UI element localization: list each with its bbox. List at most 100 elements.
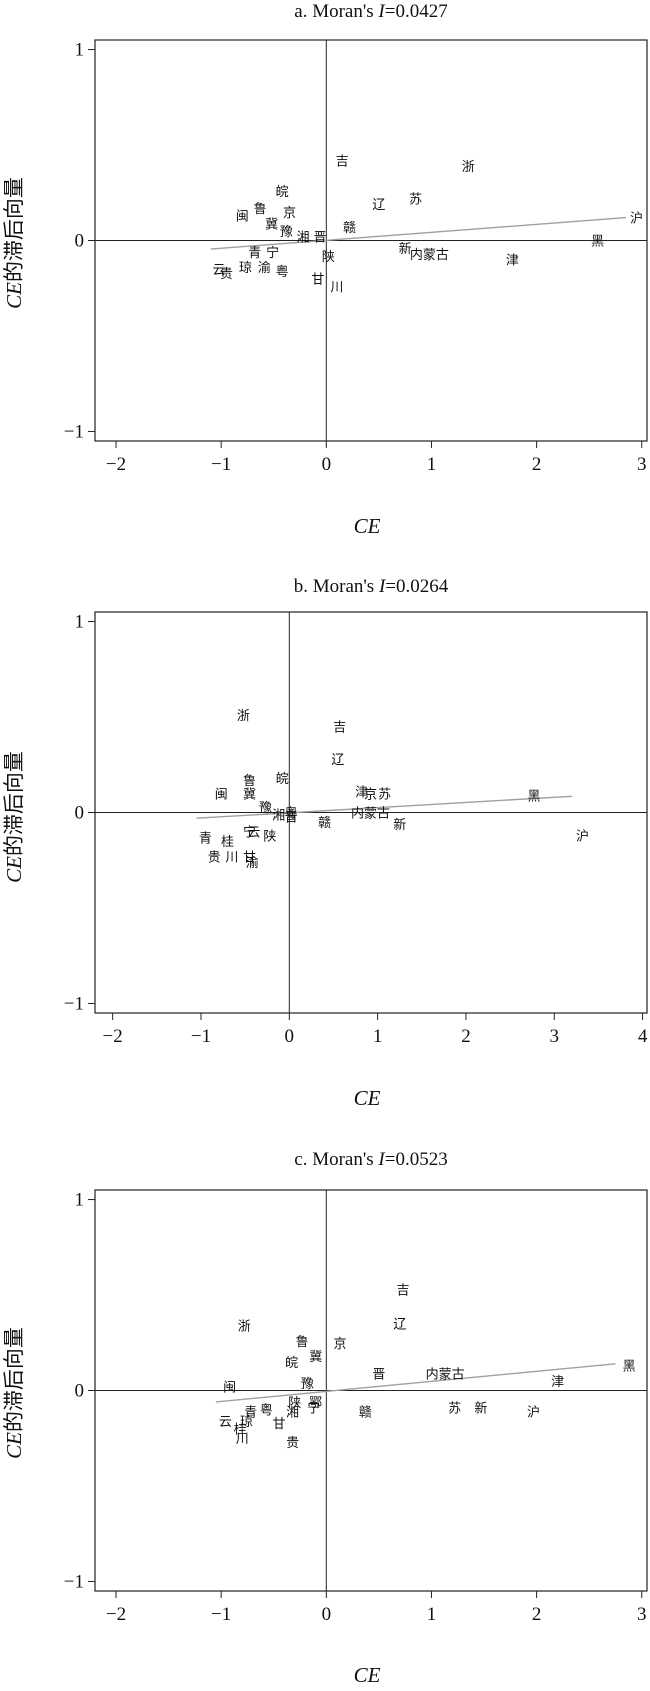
y-tick-label: 0	[75, 803, 85, 824]
point-label: 云	[247, 826, 260, 841]
chart-title-statistic: I	[378, 576, 387, 597]
point-label: 晋	[372, 1367, 385, 1382]
point-label: 赣	[359, 1406, 372, 1421]
point-label: 云	[213, 263, 226, 278]
x-tick-label: 3	[637, 454, 647, 475]
chart-title-prefix: c. Moran's	[294, 1149, 378, 1170]
point-label: 皖	[285, 1356, 298, 1371]
point-label: 鲁	[254, 202, 267, 217]
y-tick-label: −1	[64, 993, 84, 1014]
regression-line	[210, 216, 627, 250]
chart-panel-2: b. Moran's I=0.0264−2 −1 0 1 2 3 4−101CECE的滞后向…	[2, 576, 648, 1110]
point-label: 川	[330, 280, 343, 295]
point-label: 辽	[331, 753, 344, 768]
point-label: 渝	[258, 260, 271, 276]
point-label: 苏	[409, 191, 422, 207]
point-label: 皖	[276, 772, 289, 787]
y-axis-title-text: 的滞后向量	[2, 1327, 26, 1432]
point-label: 鄂	[309, 1396, 322, 1411]
point-label: 湘	[286, 1406, 299, 1421]
chart-title: a. Moran's I=0.0427	[294, 1, 447, 22]
point-label: 宁	[243, 825, 256, 841]
point-label: 鲁	[243, 774, 256, 789]
x-axis-title: CE	[354, 514, 381, 538]
point-label: 新	[474, 1401, 487, 1417]
x-tick-label: 2	[461, 1026, 471, 1047]
point-label: 京	[364, 787, 377, 802]
point-label: 青	[199, 831, 212, 846]
point-label: 甘	[243, 850, 256, 865]
x-tick-label: 0	[322, 454, 332, 475]
x-tick-label: −2	[103, 1026, 123, 1047]
x-tick-label: 4	[638, 1026, 648, 1047]
point-label: 琼	[240, 1415, 253, 1430]
point-label: 冀	[309, 1349, 322, 1365]
y-axis-title-variable: CE	[2, 856, 26, 883]
point-label: 吉	[397, 1283, 410, 1298]
point-label: 新	[393, 817, 406, 833]
point-label: 青	[248, 246, 261, 261]
point-label: 浙	[462, 160, 475, 175]
x-tick-label: −2	[106, 1604, 126, 1625]
x-tick-label: 0	[285, 1026, 295, 1047]
point-label: 苏	[378, 786, 391, 802]
point-label: 豫	[259, 801, 272, 816]
chart-title-value: =0.0427	[385, 1, 448, 22]
point-label: 云	[219, 1415, 232, 1430]
point-label: 冀	[243, 786, 256, 802]
point-label: 湘	[272, 808, 285, 823]
point-label: 粤	[276, 264, 289, 280]
point-label: 贵	[208, 850, 221, 865]
regression-line	[215, 1363, 616, 1403]
point-label: 湘	[297, 231, 310, 246]
point-label: 陕	[322, 250, 335, 265]
point-label: 皖	[276, 185, 289, 200]
point-label: 贵	[220, 267, 233, 282]
x-tick-label: 1	[427, 1604, 437, 1625]
point-label: 琼	[239, 261, 252, 276]
point-label: 冀	[265, 216, 278, 232]
y-axis-title: CE的滞后向量	[2, 177, 26, 309]
point-label: 沪	[576, 828, 589, 844]
point-label: 内蒙古	[410, 247, 449, 263]
point-label: 赣	[318, 816, 331, 831]
point-label: 新	[399, 241, 412, 257]
point-label: 黑	[591, 235, 604, 250]
point-label: 粤	[285, 806, 298, 822]
point-label: 粤	[260, 1403, 273, 1419]
point-label: 内蒙古	[351, 806, 390, 822]
chart-title-value: =0.0264	[385, 576, 448, 597]
point-label: 甘	[272, 1417, 285, 1432]
point-label: 贵	[286, 1436, 299, 1451]
point-label: 辽	[372, 198, 385, 213]
point-label: 青	[244, 1406, 257, 1421]
point-label: 陕	[263, 829, 276, 844]
x-tick-label: 1	[427, 454, 437, 475]
y-tick-label: 0	[75, 1381, 85, 1402]
point-label: 吉	[333, 721, 346, 736]
point-label: 桂	[221, 835, 234, 850]
point-label: 津	[355, 785, 368, 800]
y-axis-title-text: 的滞后向量	[2, 177, 26, 282]
point-label: 津	[506, 254, 519, 269]
y-axis-title-variable: CE	[2, 1432, 26, 1459]
chart-title-value: =0.0523	[385, 1149, 448, 1170]
x-tick-label: −1	[191, 1026, 211, 1047]
x-tick-label: −1	[211, 1604, 231, 1625]
x-tick-label: 2	[532, 454, 542, 475]
y-tick-label: −1	[64, 421, 84, 442]
chart-title-statistic: I	[377, 1149, 386, 1170]
x-tick-label: 3	[637, 1604, 647, 1625]
point-label: 甘	[311, 273, 324, 288]
chart-title: b. Moran's I=0.0264	[294, 576, 449, 597]
point-label: 川	[225, 850, 238, 865]
point-label: 黑	[527, 789, 540, 804]
chart-title: c. Moran's I=0.0523	[294, 1149, 447, 1170]
point-label: 沪	[527, 1405, 540, 1421]
x-tick-label: 3	[550, 1026, 560, 1047]
point-label: 宁	[307, 1401, 320, 1417]
point-label: 浙	[238, 1320, 251, 1335]
y-axis-title-text: 的滞后向量	[2, 751, 26, 856]
point-label: 陕	[288, 1396, 301, 1411]
